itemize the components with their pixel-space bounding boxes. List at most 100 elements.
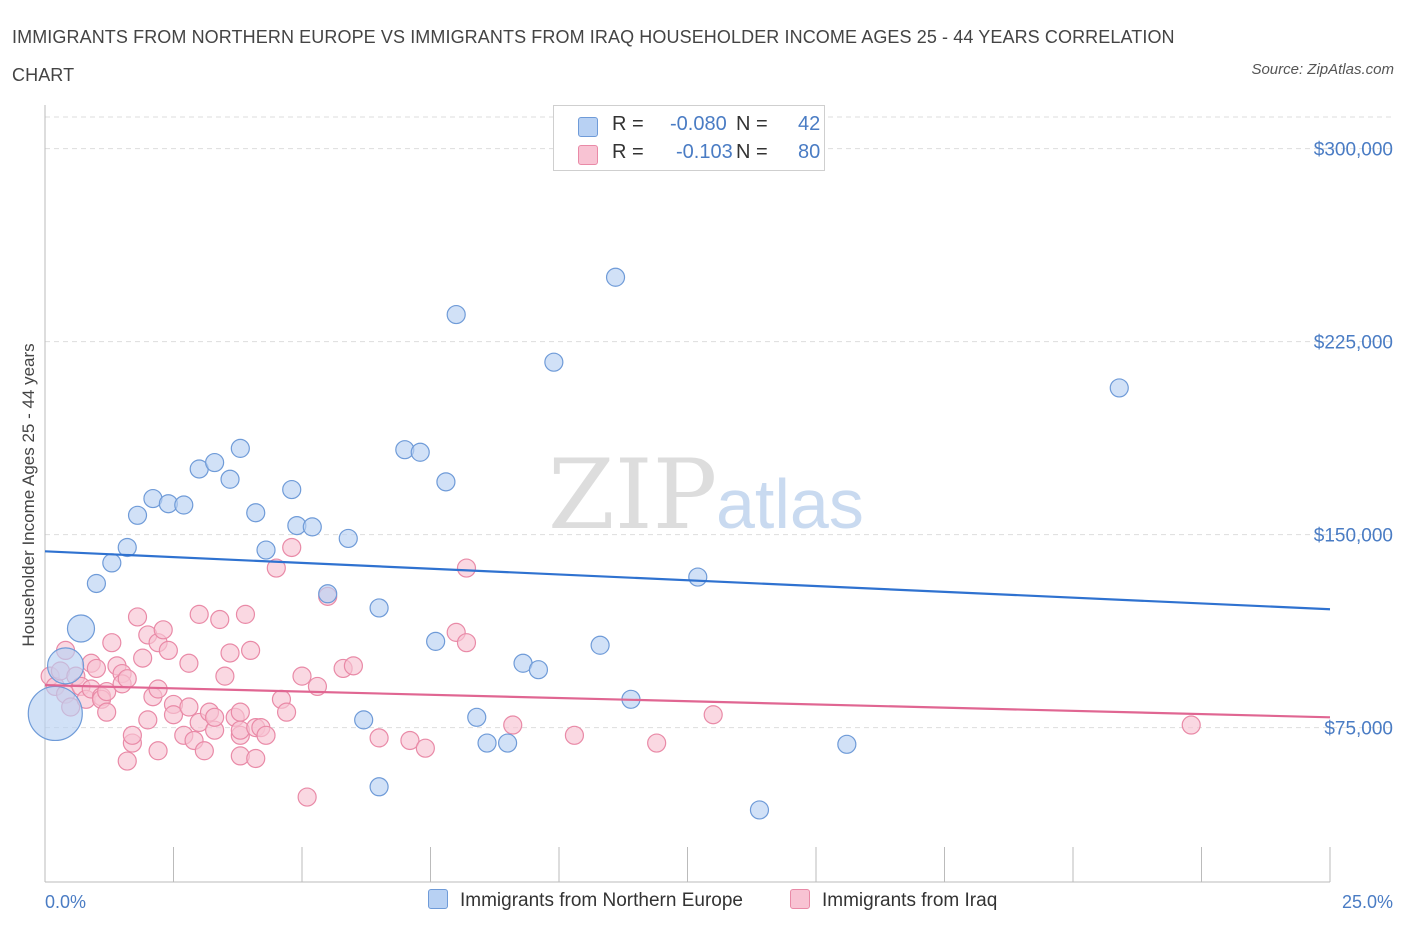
point-iraq-76 [503, 715, 523, 735]
axes [44, 105, 1331, 883]
point-iraq-79 [703, 705, 723, 725]
y-axis-label: Householder Income Ages 25 - 44 years [19, 343, 38, 646]
point-northern-europe-28 [446, 304, 466, 325]
point-northern-europe-34 [544, 352, 564, 372]
point-northern-europe-25 [410, 442, 430, 462]
point-iraq-55 [241, 640, 261, 661]
point-iraq-11 [86, 658, 107, 679]
legend-n-value: 42 [798, 113, 821, 135]
point-iraq-69 [343, 656, 363, 676]
x-tick-label-min: 0.0% [45, 892, 86, 912]
point-iraq-80 [1181, 715, 1201, 735]
point-northern-europe-26 [426, 631, 446, 651]
source-label: Source: ZipAtlas.com [1251, 61, 1394, 78]
point-iraq-65 [297, 787, 317, 807]
point-northern-europe-16 [282, 479, 302, 500]
point-iraq-14 [97, 702, 117, 722]
legend-r-value: -0.103 [676, 141, 733, 163]
point-iraq-47 [215, 666, 235, 686]
point-iraq-71 [400, 730, 420, 751]
bottom-legend-label: Immigrants from Iraq [822, 890, 998, 911]
point-iraq-77 [564, 725, 585, 745]
point-iraq-74 [456, 633, 477, 653]
point-iraq-23 [122, 725, 142, 745]
y-tick-label-0: $75,000 [1324, 719, 1393, 740]
point-northern-europe-2 [66, 614, 96, 643]
point-northern-europe-6 [127, 505, 148, 525]
point-iraq-20 [117, 669, 137, 689]
point-iraq-32 [153, 620, 173, 640]
point-iraq-21 [117, 751, 137, 771]
bottom-legend-label: Immigrants from Northern Europe [460, 890, 743, 911]
point-iraq-62 [276, 702, 297, 722]
bottom-legend-item-iraq: Immigrants from Iraq [790, 889, 997, 912]
point-northern-europe-9 [174, 495, 194, 515]
correlation-legend: R = -0.080 N = 42 R = -0.103 N = 80 [553, 105, 825, 171]
legend-swatch-pink [578, 145, 598, 165]
series-iraq-points [40, 537, 1201, 807]
point-northern-europe-4 [102, 553, 122, 573]
point-northern-europe-30 [477, 733, 497, 753]
point-northern-europe-38 [688, 567, 708, 587]
point-northern-europe-14 [246, 503, 266, 523]
bottom-legend-swatch-pink [790, 889, 810, 909]
point-iraq-27 [138, 710, 158, 730]
point-iraq-46 [210, 609, 230, 630]
point-northern-europe-3 [86, 573, 107, 594]
point-northern-europe-29 [467, 707, 487, 727]
point-iraq-57 [246, 748, 266, 769]
point-iraq-33 [158, 640, 178, 661]
legend-r-label: R = [612, 113, 644, 135]
watermark-zip: ZIP [548, 439, 717, 551]
point-iraq-37 [179, 653, 199, 673]
legend-swatch-blue [578, 117, 598, 137]
point-iraq-48 [220, 643, 240, 663]
point-iraq-42 [194, 741, 214, 761]
point-iraq-16 [102, 633, 122, 653]
point-northern-europe-35 [590, 635, 610, 655]
point-northern-europe-36 [605, 267, 626, 287]
point-iraq-78 [647, 733, 667, 753]
point-northern-europe-5 [117, 537, 137, 558]
point-iraq-40 [189, 604, 209, 624]
trend-lines [44, 550, 1331, 719]
point-iraq-24 [127, 607, 148, 627]
trend-line-iraq [44, 684, 1331, 719]
trend-line-northern-europe [44, 550, 1331, 611]
bottom-legend-swatch-blue [428, 889, 448, 909]
y-tick-label-1: $150,000 [1314, 526, 1393, 547]
point-northern-europe-0 [27, 685, 83, 742]
point-iraq-52 [230, 702, 250, 722]
legend-n-label: N = [736, 113, 768, 135]
point-northern-europe-13 [230, 438, 250, 458]
legend-n-value: 80 [798, 141, 821, 163]
point-northern-europe-20 [338, 528, 358, 549]
point-northern-europe-22 [369, 777, 389, 797]
y-tick-label-2: $225,000 [1314, 333, 1393, 354]
bottom-legend-item-northern-europe: Immigrants from Northern Europe [428, 889, 743, 912]
point-iraq-45 [205, 707, 225, 727]
watermark-atlas: atlas [716, 465, 864, 543]
point-northern-europe-41 [1109, 378, 1129, 398]
point-northern-europe-15 [256, 540, 276, 560]
legend-n-label: N = [736, 141, 768, 163]
point-iraq-64 [292, 666, 312, 686]
point-iraq-75 [456, 558, 477, 578]
gridlines [45, 116, 1393, 729]
point-iraq-31 [148, 741, 168, 761]
point-northern-europe-27 [436, 472, 456, 492]
point-northern-europe-19 [318, 584, 338, 604]
point-northern-europe-39 [749, 800, 770, 820]
series-northern-europe-points [27, 267, 1129, 820]
x-tick-label-max: 25.0% [1342, 892, 1393, 912]
point-iraq-54 [235, 604, 256, 624]
point-iraq-70 [369, 728, 389, 748]
point-northern-europe-33 [528, 660, 549, 680]
point-northern-europe-40 [837, 734, 857, 754]
point-northern-europe-23 [369, 598, 389, 618]
legend-r-value: -0.080 [670, 113, 727, 135]
legend-r-label: R = [612, 141, 644, 163]
point-northern-europe-1 [46, 647, 85, 685]
point-northern-europe-21 [354, 710, 374, 730]
